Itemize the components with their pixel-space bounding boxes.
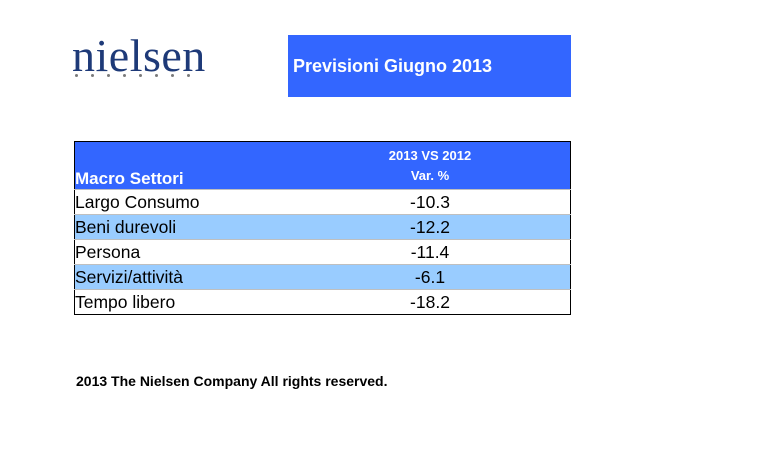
logo-dot [139,74,142,77]
variation-value: -11.4 [290,239,571,265]
table-row: Tempo libero -18.2 [74,289,571,315]
logo-dots [75,74,190,77]
nielsen-logo: nielsen [72,30,214,84]
logo-dot [75,74,78,77]
variation-value: -18.2 [290,289,571,315]
table-row: Servizi/attività -6.1 [74,264,571,290]
column-header-unit: Var. % [410,167,450,183]
table-row: Persona -11.4 [74,239,571,265]
sector-label: Tempo libero [74,289,290,315]
forecast-table: Macro Settori 2013 VS 2012 Var. % Largo … [74,141,571,315]
logo-dot [155,74,158,77]
table-row: Beni durevoli -12.2 [74,214,571,240]
sector-label: Beni durevoli [74,214,290,240]
page-title: Previsioni Giugno 2013 [293,55,493,76]
logo-dot [171,74,174,77]
title-banner: Previsioni Giugno 2013 [288,35,571,97]
column-header-comparison: 2013 VS 2012 [388,147,472,163]
table-header-row: Macro Settori 2013 VS 2012 Var. % [74,141,571,190]
sector-label: Servizi/attività [74,264,290,290]
logo-dot [107,74,110,77]
copyright-footer: 2013 The Nielsen Company All rights rese… [76,373,388,389]
variation-value: -6.1 [290,264,571,290]
table-row: Largo Consumo -10.3 [74,189,571,215]
sector-label: Largo Consumo [74,189,290,215]
logo-dot [187,74,190,77]
variation-value: -12.2 [290,214,571,240]
variation-value: -10.3 [290,189,571,215]
sector-label: Persona [74,239,290,265]
column-header-sector: Macro Settori [74,141,290,190]
logo-wordmark: nielsen [72,30,206,81]
logo-dot [91,74,94,77]
column-header-variation: 2013 VS 2012 Var. % [290,141,571,190]
logo-dot [123,74,126,77]
